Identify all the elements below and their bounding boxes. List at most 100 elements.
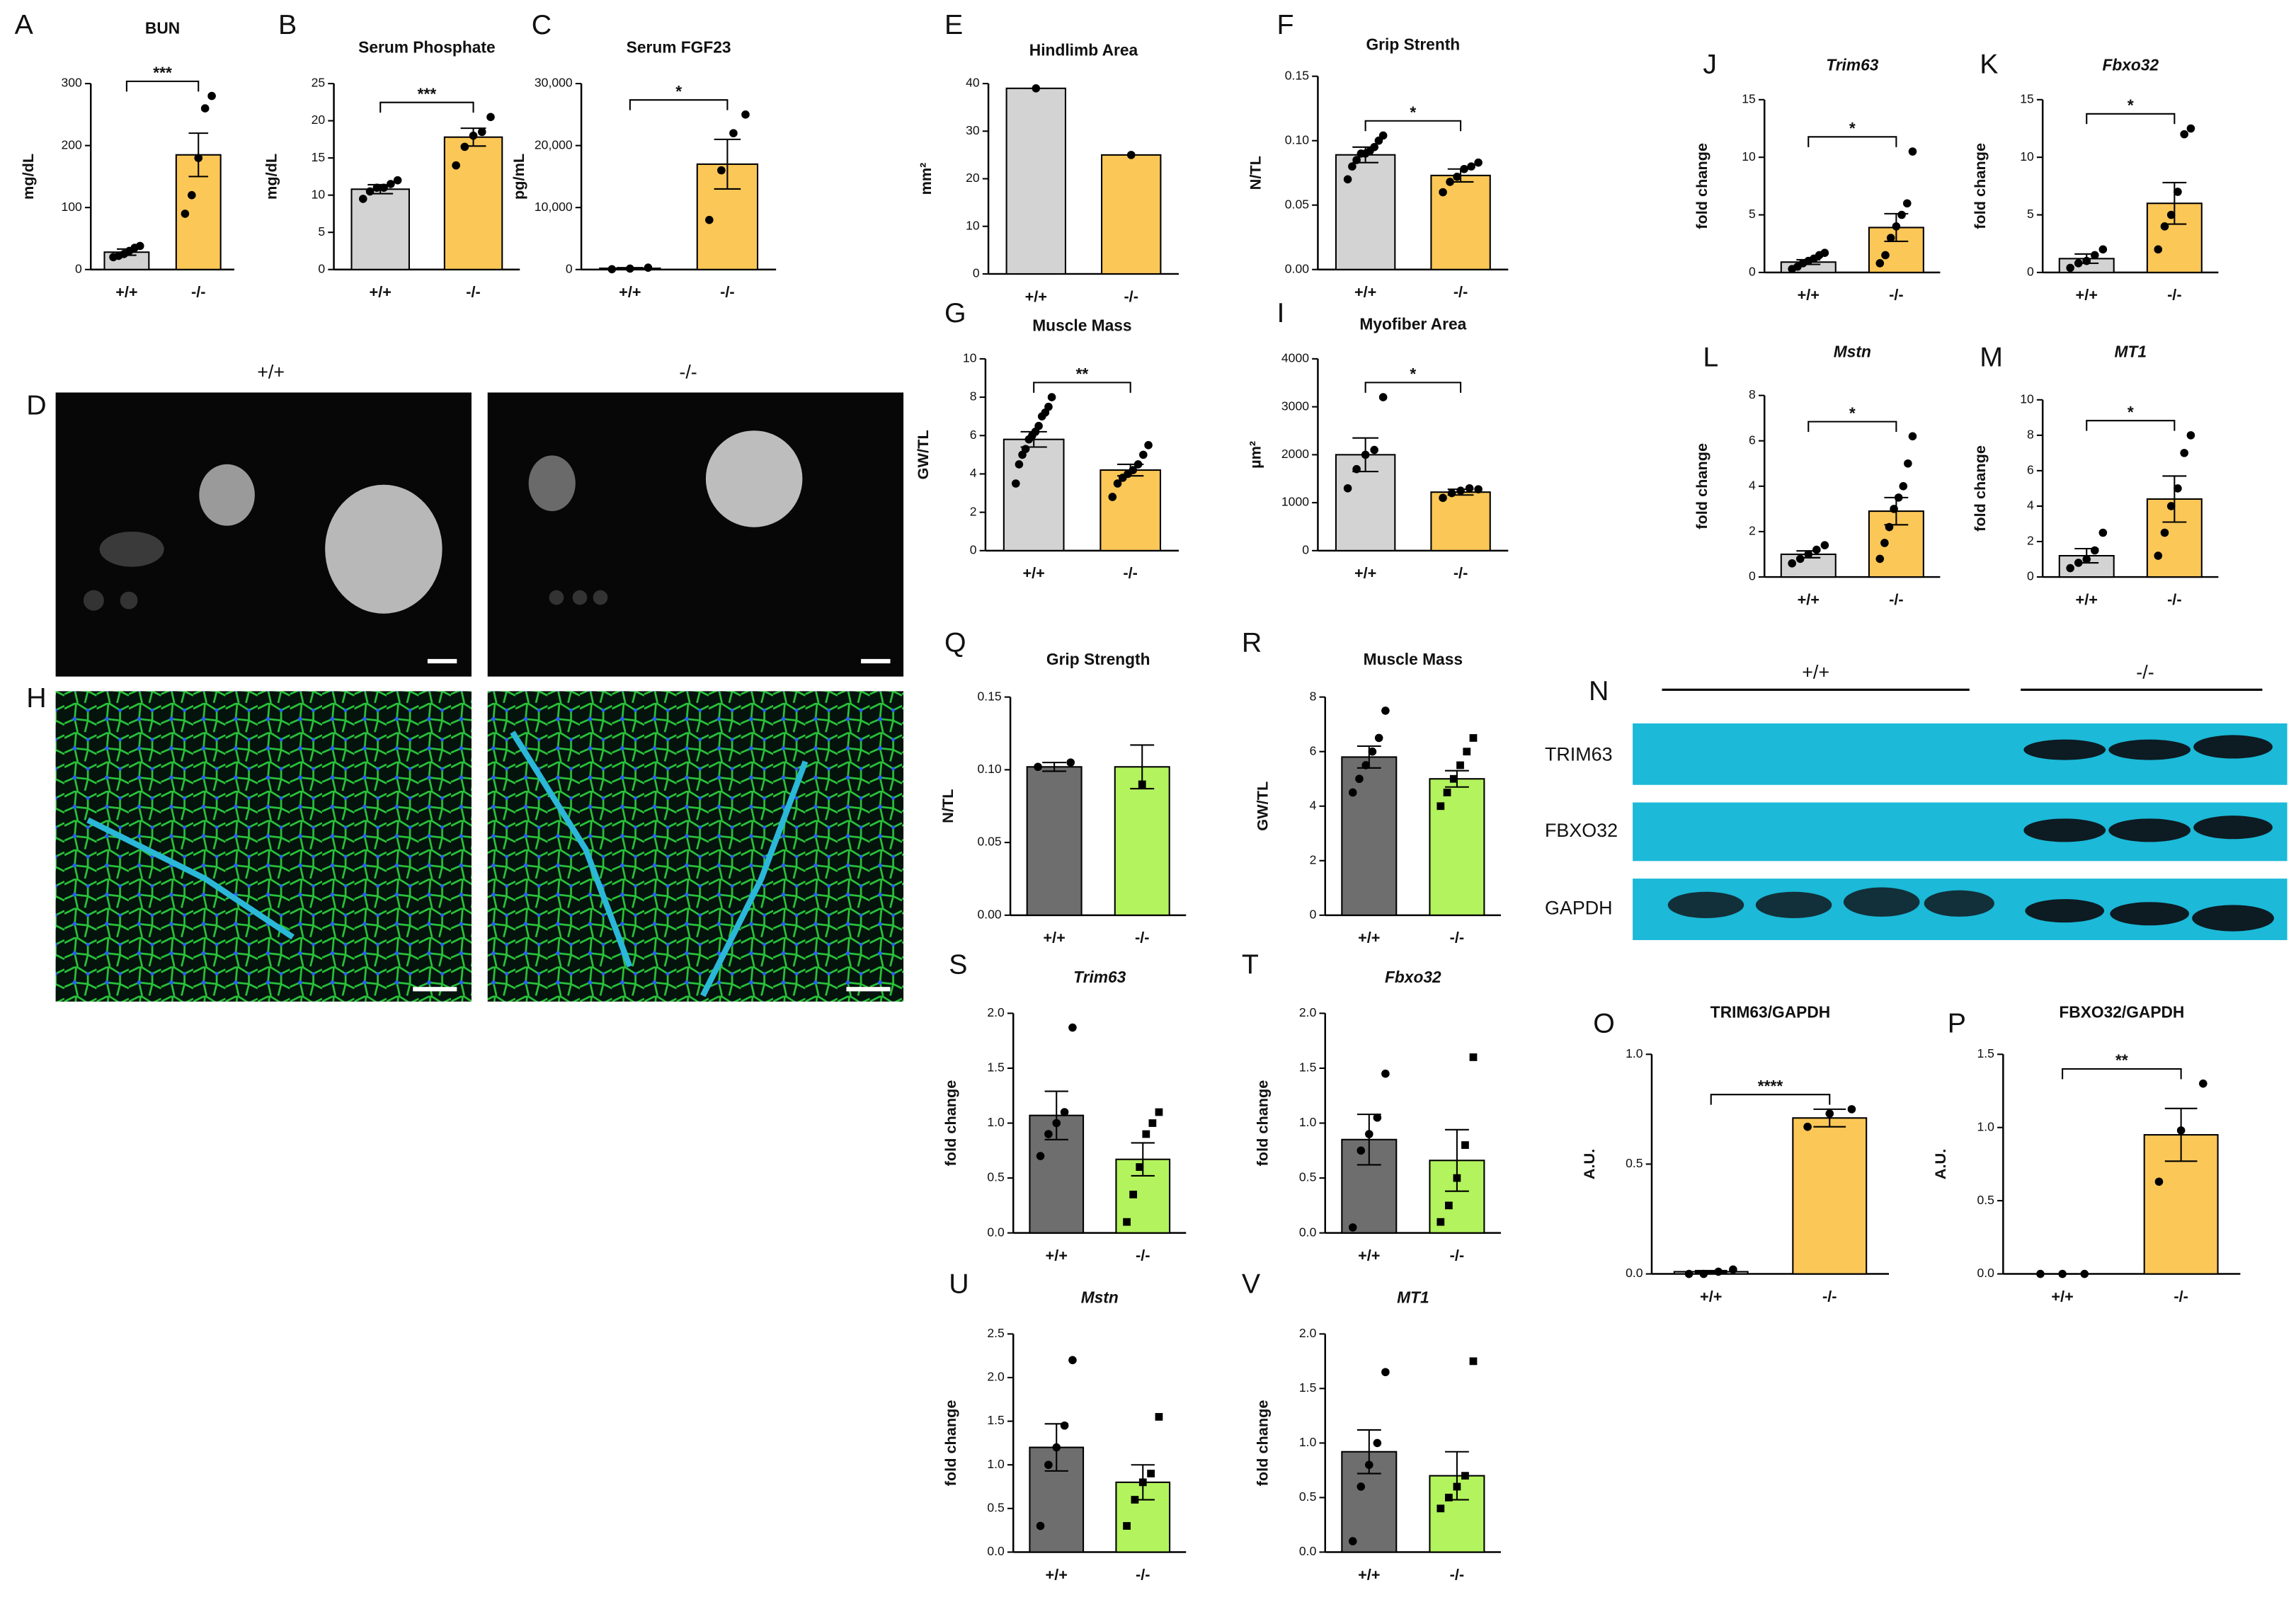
y-axis-label: mg/dL bbox=[262, 154, 280, 200]
panel-letter: L bbox=[1703, 341, 1718, 372]
x-tick-label: -/- bbox=[1123, 564, 1138, 582]
x-tick-label: +/+ bbox=[2076, 286, 2098, 304]
data-point bbox=[1066, 758, 1075, 767]
y-axis-label: N/TL bbox=[939, 789, 956, 823]
group-label: -/- bbox=[2136, 662, 2154, 683]
y-tick-label: 1.0 bbox=[987, 1115, 1005, 1129]
chart-title: MT1 bbox=[2115, 343, 2147, 361]
data-point bbox=[644, 263, 653, 272]
y-tick-label: 15 bbox=[312, 150, 326, 164]
x-tick-label: -/- bbox=[1124, 287, 1138, 305]
data-point bbox=[1370, 445, 1378, 454]
data-point bbox=[1897, 210, 1906, 219]
data-point bbox=[1461, 1472, 1469, 1480]
data-point bbox=[181, 210, 190, 218]
data-point bbox=[135, 241, 144, 251]
y-tick-label: 0.10 bbox=[1285, 132, 1309, 147]
data-point bbox=[1444, 1494, 1453, 1501]
bar bbox=[1341, 756, 1398, 916]
panel-letter: C bbox=[532, 9, 552, 40]
mri-image bbox=[55, 392, 472, 677]
data-point bbox=[1378, 393, 1388, 401]
data-point bbox=[469, 131, 478, 140]
data-point bbox=[2180, 130, 2188, 139]
data-point bbox=[2074, 559, 2083, 567]
significance-bracket bbox=[1033, 382, 1131, 393]
y-tick-label: 0 bbox=[1302, 542, 1309, 556]
y-tick-label: 1.5 bbox=[987, 1060, 1005, 1075]
y-tick-label: 1.5 bbox=[1299, 1060, 1317, 1075]
x-tick-label: +/+ bbox=[1358, 929, 1380, 946]
data-point bbox=[741, 110, 750, 119]
data-point bbox=[1355, 774, 1364, 784]
data-point bbox=[1875, 259, 1885, 268]
data-point bbox=[1126, 151, 1136, 159]
x-tick-label: +/+ bbox=[1798, 286, 1820, 304]
y-tick-label: 6 bbox=[2027, 463, 2034, 477]
data-point bbox=[1714, 1267, 1723, 1276]
x-tick-label: -/- bbox=[1450, 929, 1464, 946]
x-tick-label: -/- bbox=[2167, 286, 2182, 304]
y-tick-label: 2 bbox=[2027, 534, 2034, 548]
data-point bbox=[2098, 528, 2108, 537]
data-point bbox=[1155, 1413, 1163, 1421]
y-tick-label: 2.0 bbox=[987, 1005, 1005, 1019]
y-tick-label: 25 bbox=[312, 76, 326, 90]
significance-label: * bbox=[1410, 365, 1416, 383]
panel-letter: Q bbox=[944, 627, 966, 658]
chart-title: Muscle Mass bbox=[1032, 316, 1131, 334]
data-point bbox=[1348, 1223, 1357, 1232]
data-point bbox=[1902, 199, 1912, 208]
panel-letter: B bbox=[278, 9, 297, 40]
y-axis-label: fold change bbox=[1254, 1080, 1272, 1167]
y-tick-label: 0.5 bbox=[1977, 1193, 1995, 1207]
significance-label: ** bbox=[2115, 1051, 2128, 1070]
bar bbox=[1005, 87, 1066, 275]
data-point bbox=[1374, 733, 1383, 743]
y-axis-label: pg/mL bbox=[510, 154, 527, 200]
y-tick-label: 0.05 bbox=[977, 835, 1001, 849]
chart-title: Serum FGF23 bbox=[627, 38, 731, 56]
data-point bbox=[1365, 1460, 1373, 1470]
significance-label: * bbox=[2127, 96, 2134, 114]
y-tick-label: 0.15 bbox=[977, 689, 1001, 703]
y-tick-label: 10,000 bbox=[535, 200, 573, 214]
y-tick-label: 6 bbox=[1749, 433, 1756, 447]
x-tick-label: +/+ bbox=[1358, 1246, 1380, 1264]
data-point bbox=[1460, 164, 1468, 173]
y-tick-label: 2 bbox=[1749, 524, 1756, 538]
data-point bbox=[1015, 460, 1024, 469]
data-point bbox=[1904, 459, 1912, 468]
y-axis-label: fold change bbox=[942, 1080, 959, 1167]
chart-title: BUN bbox=[145, 19, 180, 38]
y-tick-label: 1.0 bbox=[987, 1457, 1005, 1471]
data-point bbox=[1453, 1174, 1461, 1182]
group-label: +/+ bbox=[1802, 662, 1829, 683]
data-point bbox=[1148, 1119, 1157, 1127]
data-point bbox=[2080, 1269, 2089, 1278]
y-tick-label: 0.5 bbox=[1299, 1170, 1317, 1184]
x-tick-label: +/+ bbox=[2051, 1287, 2073, 1305]
data-point bbox=[1469, 1357, 1478, 1366]
data-point bbox=[1138, 1478, 1147, 1487]
data-point bbox=[1047, 393, 1056, 401]
image-column-label: -/- bbox=[679, 362, 697, 383]
histology-image bbox=[487, 691, 904, 1002]
y-tick-label: 0.0 bbox=[1977, 1266, 1995, 1280]
y-tick-label: 10 bbox=[2020, 149, 2034, 164]
data-point bbox=[1352, 464, 1361, 474]
data-point bbox=[2166, 210, 2176, 219]
data-point bbox=[1011, 479, 1020, 488]
y-tick-label: 0 bbox=[75, 261, 82, 275]
error-bar bbox=[2162, 475, 2187, 523]
data-point bbox=[1439, 493, 1447, 503]
y-tick-label: 10 bbox=[966, 218, 980, 232]
panel-letter: J bbox=[1703, 49, 1717, 80]
x-tick-label: -/- bbox=[1822, 1287, 1837, 1305]
x-tick-label: +/+ bbox=[115, 283, 137, 301]
y-tick-label: 4 bbox=[1310, 798, 1317, 812]
y-tick-label: 0.0 bbox=[1626, 1266, 1643, 1280]
data-point bbox=[1437, 802, 1445, 811]
y-tick-label: 0.10 bbox=[977, 762, 1001, 776]
y-axis-label: fold change bbox=[1971, 143, 1989, 229]
